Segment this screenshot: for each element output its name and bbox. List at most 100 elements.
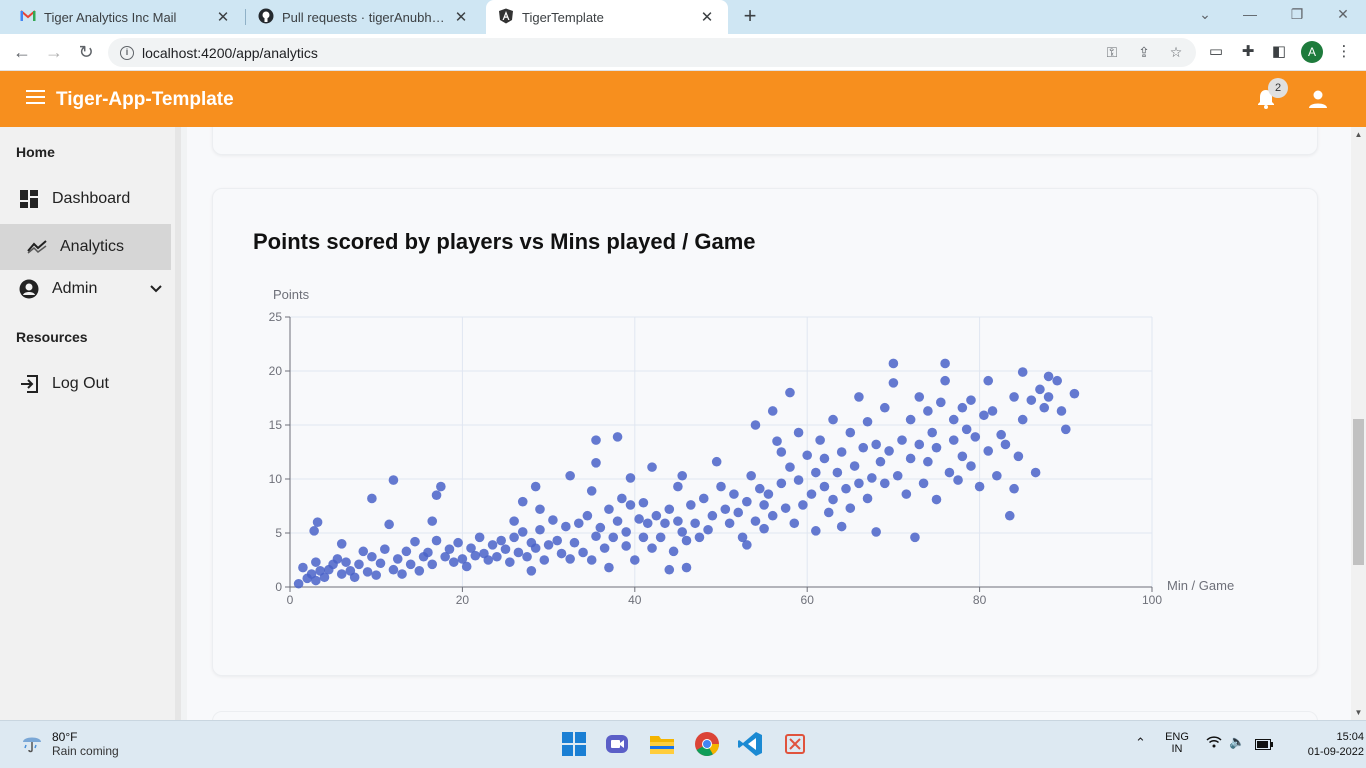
scatter-point: [647, 462, 657, 472]
scatter-point: [910, 532, 920, 543]
cast-icon[interactable]: ▭: [1208, 43, 1224, 60]
scroll-down-arrow[interactable]: ▼: [1354, 708, 1363, 717]
scatter-point: [367, 493, 377, 504]
scatter-point: [367, 551, 377, 562]
scatter-point: [746, 470, 756, 481]
scatter-point: [664, 504, 675, 515]
scatter-point: [621, 541, 631, 551]
tab-close-icon[interactable]: ✕: [216, 9, 230, 26]
scatter-point: [793, 475, 804, 485]
y-tick-label: 25: [269, 310, 283, 324]
volume-icon[interactable]: 🔈: [1229, 734, 1246, 749]
file-explorer-icon[interactable]: [649, 731, 675, 757]
scatter-point: [457, 554, 468, 564]
tab-github[interactable]: Pull requests · tigerAnubhav/reta ✕: [246, 0, 482, 34]
scatter-point: [1043, 371, 1054, 382]
scatter-point: [742, 540, 752, 550]
browser-toolbar: ← → ↻ i localhost:4200/app/analytics ⚿ ⇪…: [0, 34, 1366, 71]
new-tab-button[interactable]: +: [743, 3, 757, 28]
scatter-point: [996, 429, 1006, 440]
scatter-point: [806, 489, 817, 499]
tab-close-icon[interactable]: ✕: [454, 9, 468, 26]
scatter-point: [905, 414, 916, 425]
forward-button[interactable]: →: [45, 42, 63, 62]
browser-menu-icon[interactable]: ⋮: [1336, 43, 1352, 60]
scatter-point: [785, 387, 795, 398]
chrome-icon[interactable]: [694, 731, 720, 757]
snipping-tool-icon[interactable]: [782, 731, 808, 757]
teams-chat-icon[interactable]: [604, 731, 630, 757]
scatter-point: [440, 551, 450, 562]
clock[interactable]: 15:04 01-09-2022: [1300, 731, 1364, 758]
restore-button[interactable]: ❐: [1290, 6, 1304, 22]
account-icon[interactable]: [1307, 88, 1329, 110]
y-tick-label: 20: [269, 364, 283, 378]
chevron-down-icon[interactable]: [150, 282, 162, 296]
tab-gmail[interactable]: Tiger Analytics Inc Mail ✕: [8, 0, 244, 34]
address-bar[interactable]: i localhost:4200/app/analytics ⚿ ⇪ ☆: [108, 38, 1196, 67]
back-button[interactable]: ←: [13, 42, 31, 62]
scatter-point: [802, 450, 812, 461]
tab-search-icon[interactable]: ⌄: [1199, 6, 1211, 22]
scatter-point: [565, 554, 575, 564]
scatter-point: [630, 555, 640, 565]
scatter-point: [651, 510, 662, 521]
menu-icon[interactable]: [26, 90, 45, 104]
side-panel-icon[interactable]: ◧: [1271, 43, 1287, 60]
close-window-button[interactable]: ✕: [1337, 6, 1349, 22]
scatter-point: [673, 516, 683, 526]
extensions-icon[interactable]: ✚: [1241, 43, 1255, 60]
bookmark-star-icon[interactable]: ☆: [1169, 44, 1183, 60]
tab-close-icon[interactable]: ✕: [700, 9, 714, 26]
scroll-thumb[interactable]: [1353, 419, 1364, 565]
scroll-up-arrow[interactable]: ▲: [1354, 130, 1363, 139]
share-icon[interactable]: ⇪: [1138, 44, 1150, 60]
chart-title: Points scored by players vs Mins played …: [253, 229, 756, 254]
scatter-point: [1061, 424, 1071, 435]
key-icon[interactable]: ⚿: [1106, 44, 1118, 60]
tab-title: TigerTemplate: [522, 9, 604, 25]
scatter-point: [845, 503, 856, 513]
sidebar-item-label: Admin: [52, 280, 98, 297]
battery-icon[interactable]: [1255, 737, 1273, 755]
scatter-point: [940, 358, 950, 369]
scatter-point: [832, 467, 843, 478]
scatter-point: [953, 475, 963, 485]
x-tick-label: 100: [1142, 593, 1162, 607]
scatter-point: [668, 546, 679, 557]
scatter-point: [871, 439, 881, 450]
wifi-icon[interactable]: [1206, 736, 1222, 751]
scatter-point: [1035, 384, 1045, 395]
tab-tigertemplate[interactable]: TigerTemplate ✕: [486, 0, 728, 34]
windows-start-icon[interactable]: [561, 731, 587, 757]
scatter-point: [966, 461, 976, 471]
sidebar-item-analytics[interactable]: Analytics: [0, 224, 171, 270]
scatter-point: [737, 532, 748, 543]
scatter-point: [405, 559, 416, 570]
profile-avatar[interactable]: A: [1301, 41, 1323, 63]
sidebar-item-logout[interactable]: Log Out: [0, 361, 171, 407]
site-info-icon[interactable]: i: [120, 45, 134, 60]
show-hidden-icons[interactable]: ⌃: [1135, 735, 1146, 750]
sidebar-section-resources: Resources: [16, 329, 88, 345]
weather-widget[interactable]: 80°F Rain coming: [20, 730, 119, 759]
vscode-icon[interactable]: [737, 731, 763, 757]
region-code: IN: [1171, 743, 1183, 755]
sidebar: Home Dashboard Analytics Admin Resources…: [0, 127, 181, 721]
language-indicator[interactable]: ENG IN: [1160, 731, 1194, 755]
scatter-point: [293, 578, 304, 589]
sidebar-item-dashboard[interactable]: Dashboard: [0, 176, 171, 222]
scatter-point: [371, 570, 381, 580]
page-scrollbar[interactable]: ▲ ▼: [1351, 127, 1366, 721]
minimize-button[interactable]: —: [1243, 6, 1257, 22]
scatter-point: [582, 510, 593, 521]
tab-title: Tiger Analytics Inc Mail: [44, 9, 177, 25]
scatter-point: [474, 532, 485, 543]
sidebar-item-admin[interactable]: Admin: [0, 266, 171, 312]
admin-icon: [18, 278, 40, 300]
reload-button[interactable]: ↻: [78, 42, 94, 62]
scatter-point: [530, 481, 541, 492]
logout-icon: [18, 373, 40, 395]
scatter-point: [948, 414, 959, 425]
scatter-point: [535, 524, 545, 535]
